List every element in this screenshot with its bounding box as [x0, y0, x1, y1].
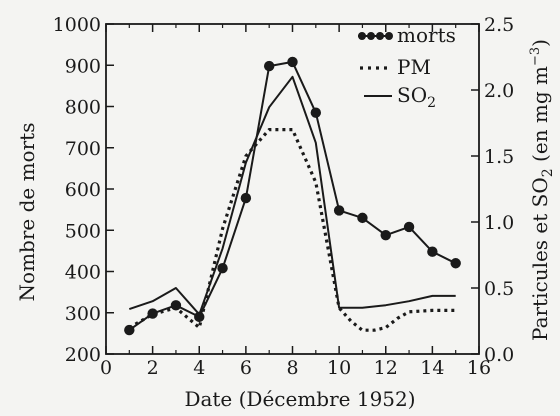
- y-right-tick-label: 0.0: [484, 344, 514, 366]
- legend-swatch-marker: [358, 32, 366, 40]
- x-tick-label: 14: [420, 357, 444, 379]
- y-left-tick-label: 200: [65, 344, 101, 366]
- series-point-morts: [263, 60, 275, 72]
- series-line-pm: [128, 128, 456, 332]
- series-point-morts: [403, 221, 415, 233]
- legend-label-so: SO2: [397, 83, 436, 111]
- y-axis-right-title-main: Particules et SO: [528, 177, 552, 341]
- series-point-morts: [310, 107, 322, 118]
- series-point-morts: [427, 246, 438, 257]
- legend-label-pm: PM: [397, 55, 431, 79]
- series-line-so: [128, 75, 456, 316]
- y-axis-left-title: Nombre de morts: [15, 123, 39, 302]
- y-left-tick-label: 400: [65, 262, 101, 284]
- series-point-morts: [170, 300, 182, 311]
- axis-ticks: 0 2 4 6 8 10 12 14 16 200 300 400 500 600 700 800 900 100…: [53, 14, 515, 379]
- y-left-tick-label: 700: [65, 138, 101, 160]
- legend-swatch-marker: [376, 32, 384, 40]
- x-tick-label: 2: [147, 357, 159, 379]
- series-point-morts: [380, 230, 391, 241]
- x-tick-label: 6: [240, 357, 252, 379]
- series-layer: [124, 56, 461, 336]
- y-right-tick-label: 1.0: [484, 212, 514, 234]
- y-axis-right-title: Particules et SO2 (en mg m−3): [528, 39, 556, 341]
- y-left-tick-label: 1000: [53, 14, 101, 36]
- series-point-morts: [240, 192, 252, 204]
- x-axis-title: Date (Décembre 1952): [184, 387, 415, 411]
- x-tick-label: 4: [193, 357, 205, 379]
- y-right-tick-label: 2.0: [484, 80, 514, 102]
- y-axis-right-title-close: ): [528, 39, 552, 47]
- legend: morts PM SO2: [358, 23, 456, 111]
- legend-swatch-marker: [367, 32, 375, 40]
- series-point-morts: [217, 263, 228, 274]
- y-left-tick-label: 600: [65, 179, 101, 201]
- series-point-morts: [287, 56, 298, 68]
- y-axis-right-title-unit-sup: −3: [528, 47, 543, 66]
- series-point-morts: [357, 212, 368, 224]
- legend-swatch-marker: [385, 32, 393, 40]
- y-left-tick-label: 500: [65, 220, 101, 242]
- y-axis-right-title-unit: (en mg m: [528, 66, 552, 168]
- y-left-tick-label: 300: [65, 303, 101, 325]
- x-tick-label: 10: [327, 357, 351, 379]
- y-left-tick-label: 900: [65, 55, 101, 77]
- y-axis-right-title-sub: 2: [540, 168, 556, 177]
- x-tick-label: 0: [100, 357, 112, 379]
- y-left-tick-label: 800: [65, 97, 101, 119]
- x-tick-label: 12: [374, 357, 398, 379]
- series-point-morts: [450, 258, 461, 269]
- y-right-tick-label: 0.5: [484, 278, 514, 300]
- series-point-morts: [194, 311, 205, 323]
- legend-label-morts: morts: [397, 23, 456, 47]
- x-tick-label: 16: [467, 357, 491, 379]
- y-right-tick-label: 2.5: [484, 14, 514, 36]
- y-right-tick-label: 1.5: [484, 146, 514, 168]
- x-tick-label: 8: [286, 357, 298, 379]
- series-point-morts: [333, 205, 345, 216]
